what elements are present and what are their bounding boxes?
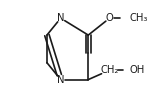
Text: N: N	[57, 13, 64, 23]
Text: N: N	[57, 75, 64, 85]
Text: CH₃: CH₃	[129, 13, 147, 23]
Text: OH: OH	[129, 65, 144, 75]
Text: CH₂: CH₂	[100, 65, 119, 75]
Text: O: O	[106, 13, 113, 23]
